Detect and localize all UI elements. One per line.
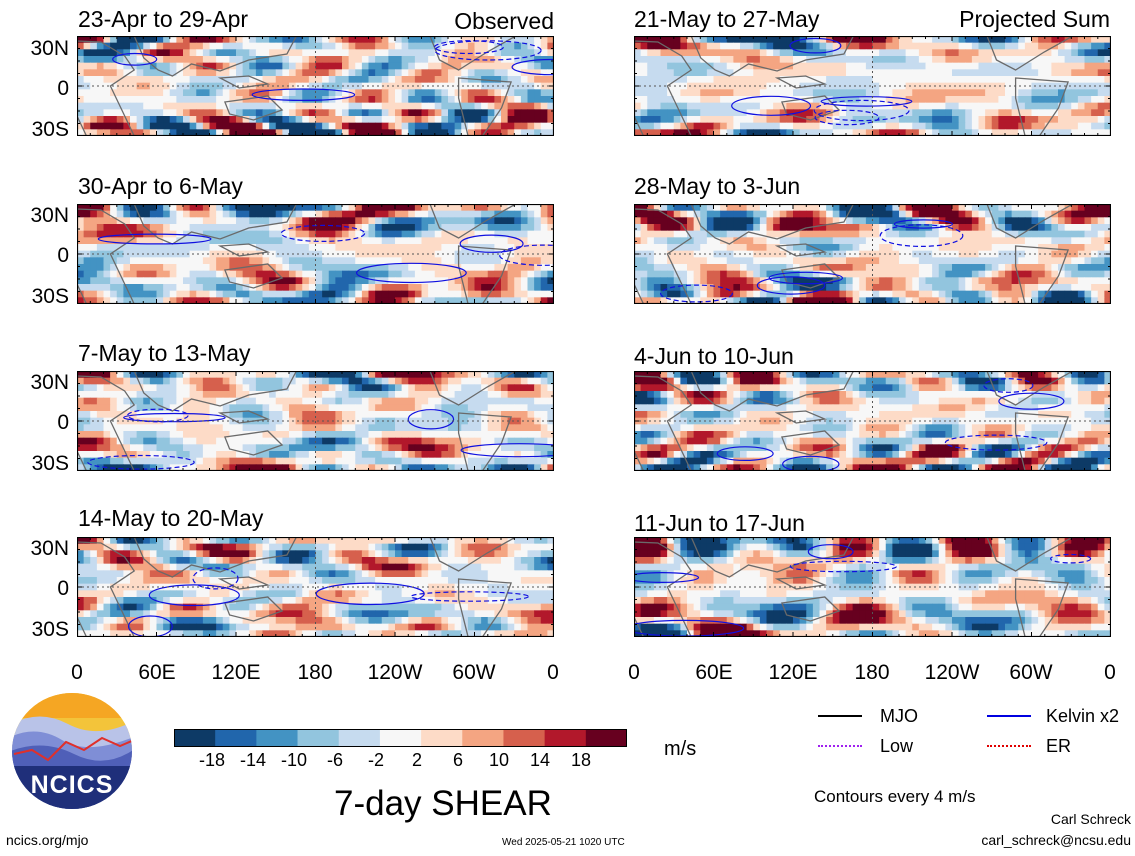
x-tick-left-60w: 60W	[452, 661, 496, 684]
footer-timestamp: Wed 2025-05-21 1020 UTC	[502, 837, 625, 848]
colorbar-tick: 10	[488, 750, 510, 770]
panel-title-7: 4-Jun to 10-Jun	[634, 343, 794, 369]
y-tick-30n-4: 30N	[30, 537, 69, 560]
x-tick-right-0-end: 0	[1104, 661, 1116, 684]
y-tick-30n-3: 30N	[30, 371, 69, 394]
x-tick-right-120w: 120W	[924, 661, 980, 684]
colorbar-tick: 2	[411, 750, 422, 770]
panel-title-2: 30-Apr to 6-May	[78, 173, 243, 199]
panel-title-3: 7-May to 13-May	[78, 340, 251, 366]
colorbar-tick: -14	[239, 750, 266, 770]
x-tick-left-120w: 120W	[367, 661, 423, 684]
y-tick-30n-2: 30N	[30, 204, 69, 227]
colorbar-swatch	[379, 729, 422, 747]
logo-text: NCICS	[31, 771, 114, 799]
map-panel-6	[634, 204, 1111, 304]
colorbar-tick: -18	[198, 750, 225, 770]
map-panel-3	[77, 371, 554, 471]
legend-label-er: ER	[1046, 736, 1072, 756]
x-tick-right-60e: 60E	[695, 661, 733, 684]
legend-swatch-kelvin	[987, 715, 1031, 717]
panel-title-1: 23-Apr to 29-Apr	[78, 6, 249, 32]
y-tick-0-4: 0	[57, 577, 69, 600]
map-panel-5	[634, 36, 1111, 136]
colorbar	[174, 729, 627, 747]
legend-swatch-mjo	[818, 715, 862, 717]
units-label: m/s	[664, 738, 697, 760]
map-panel-4	[77, 537, 554, 637]
map-panel-2	[77, 204, 554, 304]
colorbar-tick: 14	[529, 750, 551, 770]
chart-title: 7-day SHEAR	[334, 784, 552, 823]
colorbar-tick: 6	[452, 750, 463, 770]
x-tick-right-120e: 120E	[768, 661, 818, 684]
colorbar-swatch	[421, 729, 463, 747]
ncics-logo: NCICS	[12, 693, 132, 809]
colorbar-swatch	[544, 729, 587, 747]
x-tick-left-180: 180	[297, 661, 333, 684]
colorbar-swatch	[256, 729, 298, 747]
x-tick-left-0: 0	[71, 661, 83, 684]
colorbar-tick: -2	[367, 750, 384, 770]
panel-title-8: 11-Jun to 17-Jun	[634, 510, 805, 536]
panel-title-4: 14-May to 20-May	[78, 505, 264, 531]
map-panel-1	[77, 36, 554, 136]
legend-swatch-low	[818, 745, 862, 747]
colorbar-swatch	[297, 729, 340, 747]
y-tick-30n-1: 30N	[30, 37, 69, 60]
y-tick-30s-1: 30S	[31, 118, 69, 141]
x-tick-right-0: 0	[628, 661, 640, 684]
x-tick-left-0-end: 0	[547, 661, 559, 684]
legend-label-kelvin: Kelvin x2	[1046, 706, 1120, 726]
footer-url: ncics.org/mjo	[6, 832, 89, 848]
y-tick-30s-2: 30S	[31, 285, 69, 308]
x-tick-right-60w: 60W	[1009, 661, 1053, 684]
panel-label-observed: Observed	[454, 8, 554, 34]
colorbar-tick: -10	[280, 750, 307, 770]
map-panel-7	[634, 371, 1111, 471]
y-tick-0-3: 0	[57, 411, 69, 434]
colorbar-tick: -6	[326, 750, 343, 770]
panel-title-6: 28-May to 3-Jun	[634, 173, 801, 199]
y-tick-0-1: 0	[57, 77, 69, 100]
panel-title-5: 21-May to 27-May	[634, 6, 820, 32]
colorbar-swatch	[174, 729, 216, 747]
y-tick-30s-4: 30S	[31, 618, 69, 641]
y-tick-30s-3: 30S	[31, 452, 69, 475]
colorbar-swatch	[503, 729, 546, 747]
footer-email: carl_schreck@ncsu.edu	[981, 832, 1131, 848]
legend-label-low: Low	[880, 736, 914, 756]
x-tick-right-180: 180	[854, 661, 890, 684]
colorbar-tick: 18	[570, 750, 592, 770]
colorbar-swatch	[338, 729, 381, 747]
legend-label-mjo: MJO	[880, 706, 918, 726]
colorbar-swatch	[462, 729, 504, 747]
footer-author: Carl Schreck	[1050, 811, 1131, 827]
colorbar-swatch	[585, 729, 627, 747]
colorbar-swatch	[215, 729, 257, 747]
x-tick-left-120e: 120E	[211, 661, 261, 684]
map-panel-8	[634, 537, 1111, 637]
x-tick-left-60e: 60E	[138, 661, 176, 684]
panel-label-projected: Projected Sum	[959, 6, 1110, 32]
y-tick-0-2: 0	[57, 244, 69, 267]
contour-note: Contours every 4 m/s	[814, 787, 976, 806]
legend-swatch-er	[987, 745, 1031, 747]
